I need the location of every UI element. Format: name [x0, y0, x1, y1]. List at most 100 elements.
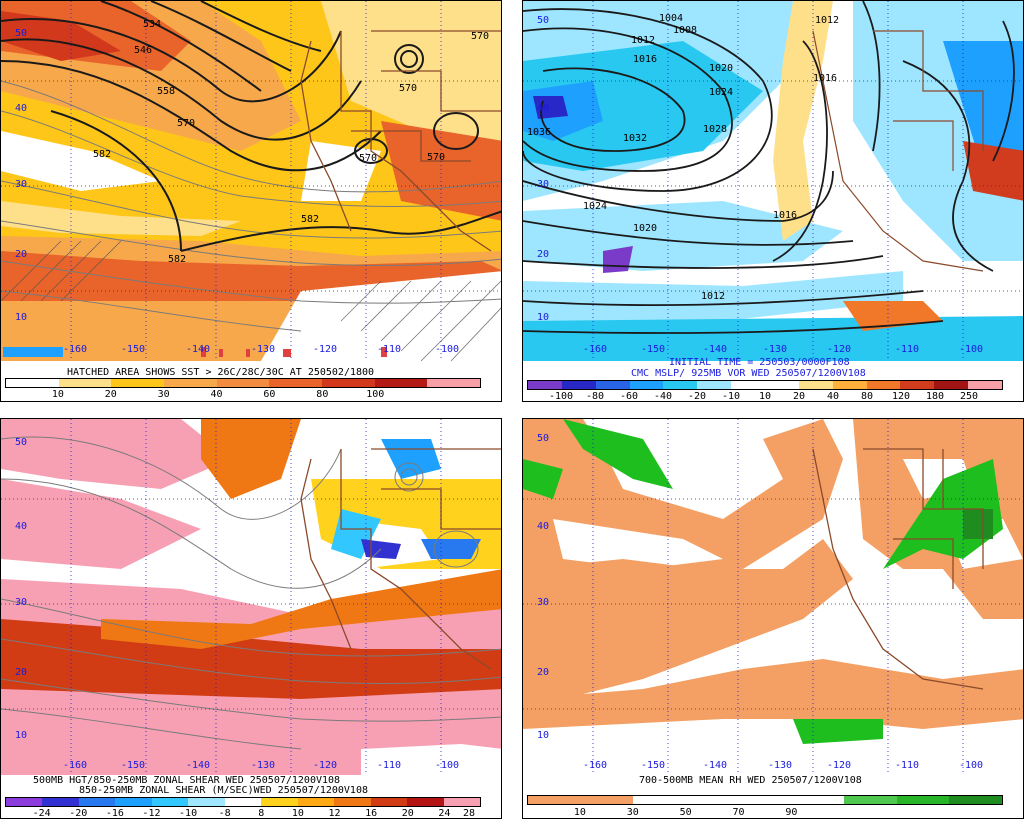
- colorbar-swatch: [188, 798, 225, 806]
- lat-label: 40: [15, 103, 28, 114]
- colorbar-swatch: [427, 379, 481, 387]
- colorbar-swatch: [738, 796, 792, 804]
- colorbar-swatch: [164, 379, 217, 387]
- contour-label: 570: [471, 31, 490, 42]
- colorbar-swatch: [686, 796, 739, 804]
- lon-label: -160: [583, 344, 608, 355]
- colorbar-tick-label: -20: [69, 808, 88, 819]
- contour-label: 582: [168, 254, 187, 265]
- colorbar-tick-label: -16: [105, 808, 124, 819]
- colorbar-tick-label: 50: [679, 807, 692, 818]
- panel-caption-hgt: 500MB HGT/850-250MB ZONAL SHEAR WED 2505…: [33, 775, 341, 786]
- panel-mslp-vorticity: 1004 1008 1012 1012 1016 1016 1020 1020 …: [522, 0, 1024, 402]
- panel-caption: 700-500MB MEAN RH WED 250507/1200V108: [639, 775, 862, 786]
- contour-label: 582: [93, 149, 112, 160]
- colorbar-tick-label: 80: [860, 391, 874, 402]
- colorbar-tick-label: -10: [721, 391, 741, 402]
- lon-label: -140: [186, 760, 211, 771]
- map-bottom-left: [1, 419, 501, 775]
- colorbar-swatch: [580, 796, 634, 804]
- lon-label: -160: [63, 760, 88, 771]
- lon-label: -160: [583, 760, 608, 771]
- colorbar-swatch: [934, 381, 969, 389]
- colorbar-tick-label: 10: [51, 389, 64, 400]
- lon-label: -140: [186, 344, 211, 355]
- colorbar-swatch: [224, 798, 262, 806]
- lat-label: 50: [15, 28, 28, 39]
- lon-label: -140: [703, 760, 728, 771]
- colorbar-swatch: [595, 381, 630, 389]
- colorbar-swatch: [697, 381, 732, 389]
- lon-label: -150: [641, 344, 666, 355]
- colorbar-tick-label: 8: [258, 808, 265, 819]
- lat-label: 20: [15, 667, 28, 678]
- lon-label: -130: [768, 760, 793, 771]
- contour-label: 534: [143, 19, 162, 30]
- colorbar-tick-label: 100: [366, 389, 385, 400]
- lat-label: 30: [537, 179, 550, 190]
- colorbar-tick-label: 250: [959, 391, 979, 402]
- lat-label: 10: [15, 730, 28, 741]
- colorbar-ticks: -100 -80 -60 -40 -20 -10 10 20 40 80 120 180 250: [527, 391, 1003, 402]
- colorbar-swatch: [900, 381, 935, 389]
- colorbar-tick-label: 10: [573, 807, 586, 818]
- lon-label: -110: [895, 760, 920, 771]
- contour-label: 1016: [813, 73, 838, 84]
- panel-caption-initial-time: INITIAL TIME = 250503/0000F108: [669, 357, 850, 368]
- colorbar-tick-label: 10: [291, 808, 304, 819]
- colorbar-swatch: [370, 798, 408, 806]
- lat-label: 30: [15, 179, 28, 190]
- colorbar-tick-label: 20: [104, 389, 117, 400]
- colorbar-tick-label: 28: [462, 808, 476, 819]
- colorbar: [527, 795, 1003, 805]
- contour-label: 1020: [709, 63, 734, 74]
- contour-label: 1012: [815, 15, 840, 26]
- colorbar-tick-label: -20: [687, 391, 707, 402]
- lon-label: -100: [435, 760, 460, 771]
- colorbar-swatch: [765, 381, 799, 389]
- colorbar-swatch: [322, 379, 375, 387]
- colorbar-swatch: [949, 796, 1003, 804]
- colorbar-swatch: [6, 798, 43, 806]
- panel-caption: 850-250MB ZONAL SHEAR (M/SEC)WED 250507/…: [79, 785, 368, 796]
- colorbar-swatch: [791, 796, 845, 804]
- lat-label: 20: [15, 249, 28, 260]
- panel-caption: HATCHED AREA SHOWS SST > 26C/28C/30C AT …: [67, 367, 375, 378]
- colorbar-tick-label: -40: [653, 391, 673, 402]
- contour-label: 582: [301, 214, 320, 225]
- colorbar-swatch: [443, 798, 481, 806]
- contour-label: 1032: [623, 133, 648, 144]
- colorbar-ticks: 10 20 30 40 60 80 100: [5, 389, 481, 401]
- colorbar-tick-label: 80: [316, 389, 329, 400]
- lat-label: 20: [537, 667, 550, 678]
- colorbar-tick-label: -60: [619, 391, 639, 402]
- lon-label: -130: [763, 344, 788, 355]
- lon-label: -110: [377, 760, 402, 771]
- lat-label: 10: [15, 312, 28, 323]
- colorbar-swatch: [832, 381, 867, 389]
- lon-label: -140: [703, 344, 728, 355]
- colorbar-swatch: [297, 798, 335, 806]
- colorbar: [527, 380, 1003, 390]
- colorbar-swatch: [528, 381, 562, 389]
- colorbar-swatch: [374, 379, 428, 387]
- colorbar-tick-label: 24: [438, 808, 451, 819]
- colorbar-tick-label: 40: [210, 389, 223, 400]
- colorbar-swatch: [896, 796, 950, 804]
- contour-label: 570: [177, 118, 196, 129]
- colorbar-tick-label: -10: [179, 808, 198, 819]
- colorbar-swatch: [866, 381, 901, 389]
- colorbar-swatch: [42, 798, 79, 806]
- contour-label: 570: [359, 153, 378, 164]
- lat-label: 30: [15, 597, 28, 608]
- lon-label: -150: [121, 760, 146, 771]
- lon-label: -150: [641, 760, 666, 771]
- contour-label: 558: [157, 86, 176, 97]
- colorbar-tick-label: 180: [925, 391, 945, 402]
- colorbar-swatch: [407, 798, 444, 806]
- colorbar-swatch: [798, 381, 833, 389]
- colorbar-tick-label: 30: [626, 807, 639, 818]
- lon-label: -150: [121, 344, 146, 355]
- colorbar-swatch: [115, 798, 152, 806]
- colorbar-swatch: [633, 796, 687, 804]
